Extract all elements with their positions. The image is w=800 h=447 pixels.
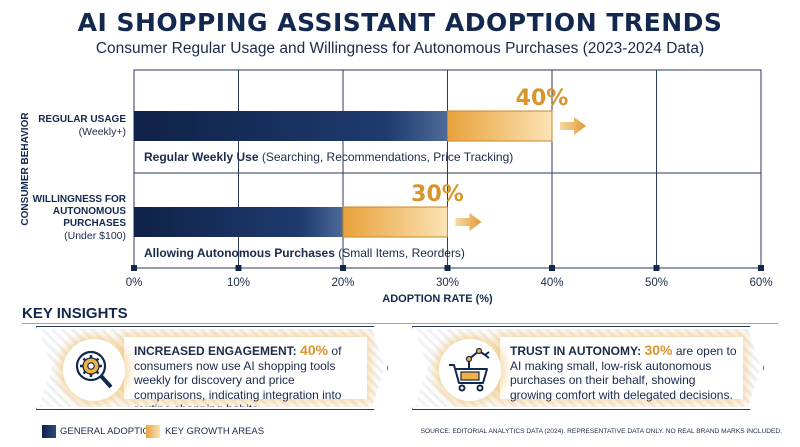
tick-mark xyxy=(235,265,242,271)
category-label: AUTONOMOUS xyxy=(53,206,126,217)
insights-heading: KEY INSIGHTS xyxy=(22,305,128,322)
tick-mark xyxy=(549,265,555,271)
tick-mark xyxy=(131,265,137,271)
bar-growth xyxy=(342,206,448,238)
category-label: WILLINGNESS FOR xyxy=(33,194,127,205)
bar-growth xyxy=(447,110,553,142)
tick-label: 20% xyxy=(331,277,354,289)
bar-description: Allowing Autonomous Purchases (Small Ite… xyxy=(144,246,465,260)
tick-label: 0% xyxy=(126,277,143,289)
bar-general xyxy=(134,207,343,237)
insight-card-engagement: INCREASED ENGAGEMENT: 40% of consumers n… xyxy=(36,326,388,410)
tick-label: 50% xyxy=(645,277,668,289)
data-label: 30% xyxy=(411,182,464,207)
category-sublabel: (Weekly+) xyxy=(79,126,126,138)
bar-general xyxy=(134,111,448,141)
tick-label: 10% xyxy=(227,277,250,289)
legend-label-general: GENERAL ADOPTION xyxy=(60,426,157,437)
category-label: REGULAR USAGE xyxy=(38,114,126,125)
category-sublabel: (Under $100) xyxy=(64,230,126,242)
bar-chart: 0% 10% 20% 30% 40% 50% 60% ADOPTION RATE (%) CON… xyxy=(20,69,773,305)
chart-subtitle: Consumer Regular Usage and Willingness f… xyxy=(95,40,705,57)
gear-magnifier-icon xyxy=(63,339,125,401)
source-note: SOURCE: EDITORIAL ANALYTICS DATA (2024).… xyxy=(420,428,782,435)
legend-label-growth: KEY GROWTH AREAS xyxy=(165,426,265,437)
tick-label: 40% xyxy=(540,277,563,289)
tick-label: 30% xyxy=(436,277,459,289)
legend-swatch-general xyxy=(42,425,56,438)
robot-arm-cart-icon xyxy=(439,339,501,401)
insights-divider xyxy=(22,323,778,324)
tick-label: 60% xyxy=(749,277,772,289)
tick-mark xyxy=(340,265,346,271)
bar-description: Regular Weekly Use (Searching, Recommend… xyxy=(144,150,513,164)
y-axis-title: CONSUMER BEHAVIOR xyxy=(20,112,31,226)
insight-card-autonomy: TRUST IN AUTONOMY: 30% are open to AI ma… xyxy=(412,326,764,410)
category-label: PURCHASES xyxy=(63,218,126,229)
data-label: 40% xyxy=(516,86,569,111)
growth-arrow xyxy=(560,117,586,135)
tick-mark xyxy=(758,265,764,271)
x-axis-title: ADOPTION RATE (%) xyxy=(382,293,493,305)
chart-title: AI SHOPPING ASSISTANT ADOPTION TRENDS xyxy=(77,8,723,37)
tick-mark xyxy=(444,265,451,271)
tick-mark xyxy=(653,265,660,271)
legend-swatch-growth xyxy=(146,425,160,438)
insight-engagement-text: INCREASED ENGAGEMENT: 40% of consumers n… xyxy=(134,342,342,416)
insight-autonomy-text: TRUST IN AUTONOMY: 30% are open to AI ma… xyxy=(510,342,737,402)
growth-arrow xyxy=(455,213,482,231)
